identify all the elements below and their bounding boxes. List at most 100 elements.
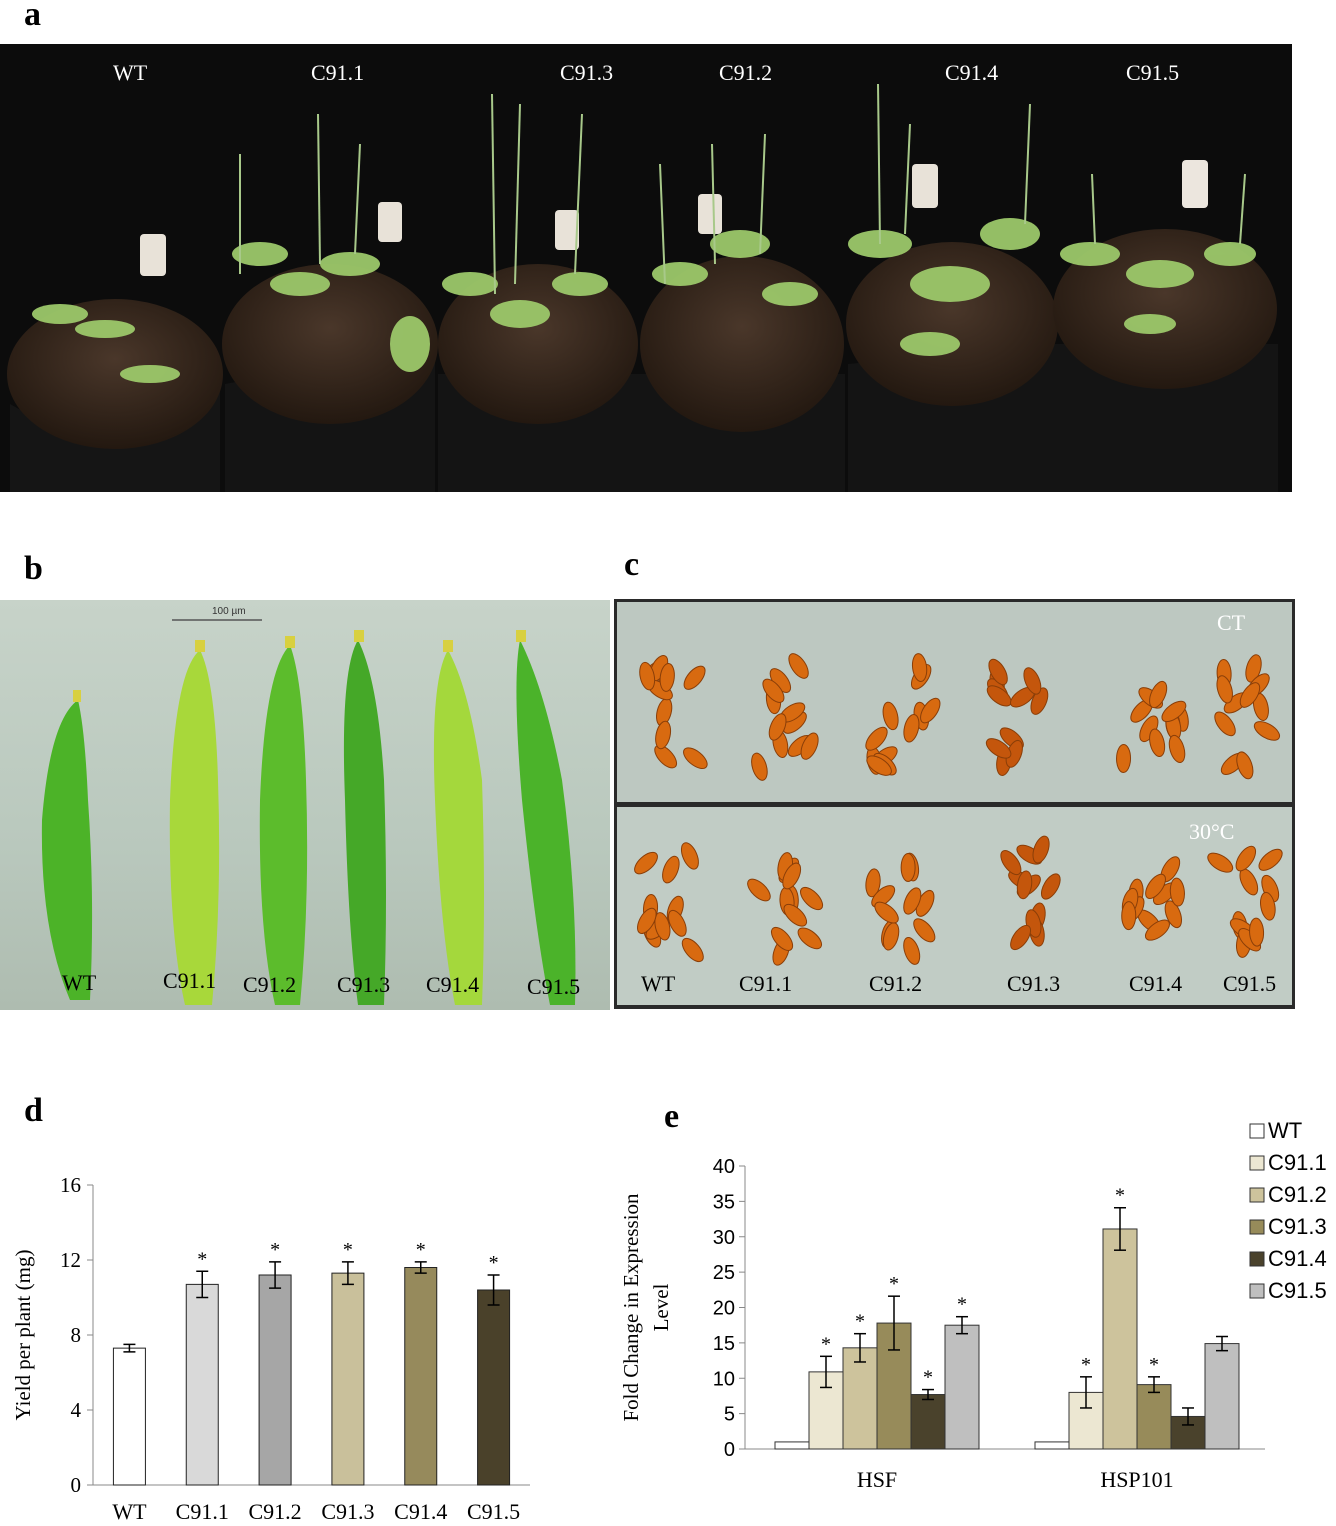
bar-C91.4 xyxy=(404,1267,438,1486)
yield-bar-chart: 0 4 8 12 16 WT * C91.1 * C91.2 * C91.3 * C91.4 * C91.5 Y… xyxy=(11,1173,530,1524)
seed xyxy=(751,752,768,781)
seed xyxy=(662,855,680,884)
x-tick-label: WT xyxy=(112,1499,147,1524)
seed xyxy=(654,912,671,941)
significance-mark: * xyxy=(1115,1185,1125,1207)
seed xyxy=(1168,734,1186,764)
bar-HSF-WT xyxy=(774,1441,810,1450)
significance-mark: * xyxy=(343,1239,353,1261)
pot-c915 xyxy=(1053,229,1278,492)
legend-swatch xyxy=(1249,1187,1265,1203)
seed xyxy=(1260,891,1276,921)
seed-label-c914: C91.4 xyxy=(1129,971,1183,996)
seed xyxy=(782,862,802,890)
seed xyxy=(1032,835,1050,864)
legend-swatch xyxy=(1249,1155,1265,1171)
silique-label-c913: C91.3 xyxy=(337,972,391,997)
bar-HSF-C91.2 xyxy=(842,1347,878,1450)
y-tick-label: 35 xyxy=(713,1191,735,1213)
legend-label: WT xyxy=(1268,1118,1302,1143)
seed xyxy=(655,720,672,750)
x-tick-label: C91.2 xyxy=(248,1499,301,1524)
plants-photo: WT C91.1 C91.3 C91.2 C91.4 C91.5 xyxy=(0,44,1292,492)
seed-label-c915: C91.5 xyxy=(1223,971,1277,996)
pot-c913 xyxy=(438,264,640,492)
seed xyxy=(903,936,921,965)
seed xyxy=(659,663,675,692)
seed xyxy=(768,713,787,741)
significance-mark: * xyxy=(1081,1354,1091,1376)
y-axis-label: Fold Change in Expression xyxy=(619,1193,643,1422)
seed xyxy=(800,732,819,760)
legend-label: C91.4 xyxy=(1268,1246,1327,1271)
seeds-plate-heat: 30°C WT C91.1 C91.2 C91.3 C91.4 C91.5 xyxy=(617,807,1292,1005)
seed xyxy=(1010,924,1032,951)
seed xyxy=(988,658,1008,686)
seed xyxy=(1169,877,1185,907)
seed xyxy=(1023,667,1042,695)
bar-C91.3 xyxy=(331,1272,365,1486)
seed xyxy=(681,937,704,963)
seed xyxy=(1253,721,1281,741)
x-tick-label: C91.3 xyxy=(321,1499,374,1524)
legend-label: C91.1 xyxy=(1268,1150,1327,1175)
seed xyxy=(1121,901,1137,931)
bar-C91.1 xyxy=(185,1283,219,1486)
seed xyxy=(654,744,678,769)
plant-label-c915: C91.5 xyxy=(1126,60,1180,85)
seed xyxy=(1239,682,1261,708)
seed xyxy=(639,661,656,691)
y-tick-label: 8 xyxy=(71,1323,82,1347)
significance-mark: * xyxy=(489,1252,499,1274)
condition-label-heat: 30°C xyxy=(1189,819,1235,844)
siliques-illustration xyxy=(41,619,576,1005)
seed xyxy=(874,901,899,924)
legend-label: C91.5 xyxy=(1268,1278,1327,1303)
y-tick-label: 25 xyxy=(713,1262,735,1284)
y-tick-label: 4 xyxy=(71,1398,82,1422)
seed xyxy=(680,842,699,870)
seeds-heat-illustration xyxy=(634,835,1283,966)
seed xyxy=(865,868,881,898)
silique-label-c911: C91.1 xyxy=(163,968,217,993)
seed xyxy=(920,697,941,724)
seed xyxy=(783,903,808,927)
siliques-photo: 100 µm WT C91.1 C91.2 C91.3 C91.4 C91.5 xyxy=(0,600,610,1010)
x-tick-label: C91.4 xyxy=(394,1499,447,1524)
y-tick-label: 5 xyxy=(724,1404,735,1426)
significance-mark: * xyxy=(270,1239,280,1261)
x-tick-label: HSF xyxy=(857,1467,897,1492)
y-tick-label: 10 xyxy=(713,1368,735,1390)
bar-C91.2 xyxy=(258,1274,292,1486)
silique-label-wt: WT xyxy=(62,970,97,995)
plant-label-c914: C91.4 xyxy=(945,60,999,85)
significance-mark: * xyxy=(923,1367,933,1389)
y-tick-label: 12 xyxy=(60,1248,81,1272)
seeds-photo: CT 30°C WT C91.1 C91.2 C91.3 C91.4 C91.5 xyxy=(614,599,1295,1009)
seed xyxy=(1161,700,1187,723)
seed-label-c913: C91.3 xyxy=(1007,971,1061,996)
significance-mark: * xyxy=(197,1248,207,1270)
silique-label-c915: C91.5 xyxy=(527,974,581,999)
y-tick-label: 0 xyxy=(71,1473,82,1497)
y-tick-label: 40 xyxy=(713,1156,735,1178)
seed xyxy=(1216,675,1233,704)
seed xyxy=(1149,728,1166,757)
pot-c914 xyxy=(846,242,1058,492)
bar-HSP101-WT xyxy=(1034,1441,1070,1450)
seed xyxy=(1249,917,1265,947)
bar-HSP101-C91.2 xyxy=(1102,1228,1138,1450)
plant-label-c912: C91.2 xyxy=(719,60,773,85)
seed xyxy=(1214,711,1236,737)
legend-label: C91.3 xyxy=(1268,1214,1327,1239)
pot-wt xyxy=(7,299,223,492)
silique-label-c912: C91.2 xyxy=(243,972,297,997)
bar-HSP101-C91.5 xyxy=(1204,1343,1240,1450)
legend-label: C91.2 xyxy=(1268,1182,1327,1207)
seed xyxy=(871,885,896,908)
seed xyxy=(882,701,899,731)
seed xyxy=(1040,873,1061,900)
plant-label-c913: C91.3 xyxy=(560,60,614,85)
seed xyxy=(903,887,922,915)
plant-label-c911: C91.1 xyxy=(311,60,365,85)
